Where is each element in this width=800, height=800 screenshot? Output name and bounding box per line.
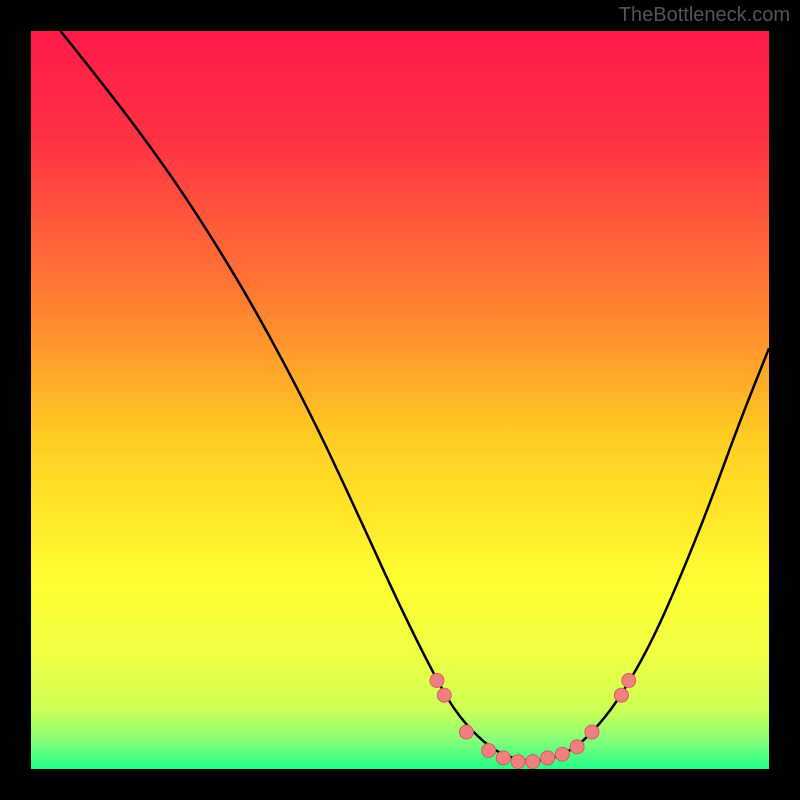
data-marker	[437, 688, 451, 702]
data-marker	[459, 725, 473, 739]
plot-background	[31, 31, 769, 769]
bottleneck-curve-chart	[0, 0, 800, 800]
chart-container: TheBottleneck.com	[0, 0, 800, 800]
data-marker	[526, 755, 540, 769]
data-marker	[541, 751, 555, 765]
data-marker	[585, 725, 599, 739]
data-marker	[511, 755, 525, 769]
data-marker	[622, 673, 636, 687]
watermark-text: TheBottleneck.com	[619, 4, 790, 27]
data-marker	[496, 751, 510, 765]
data-marker	[570, 740, 584, 754]
data-marker	[555, 747, 569, 761]
data-marker	[614, 688, 628, 702]
data-marker	[482, 744, 496, 758]
data-marker	[430, 673, 444, 687]
